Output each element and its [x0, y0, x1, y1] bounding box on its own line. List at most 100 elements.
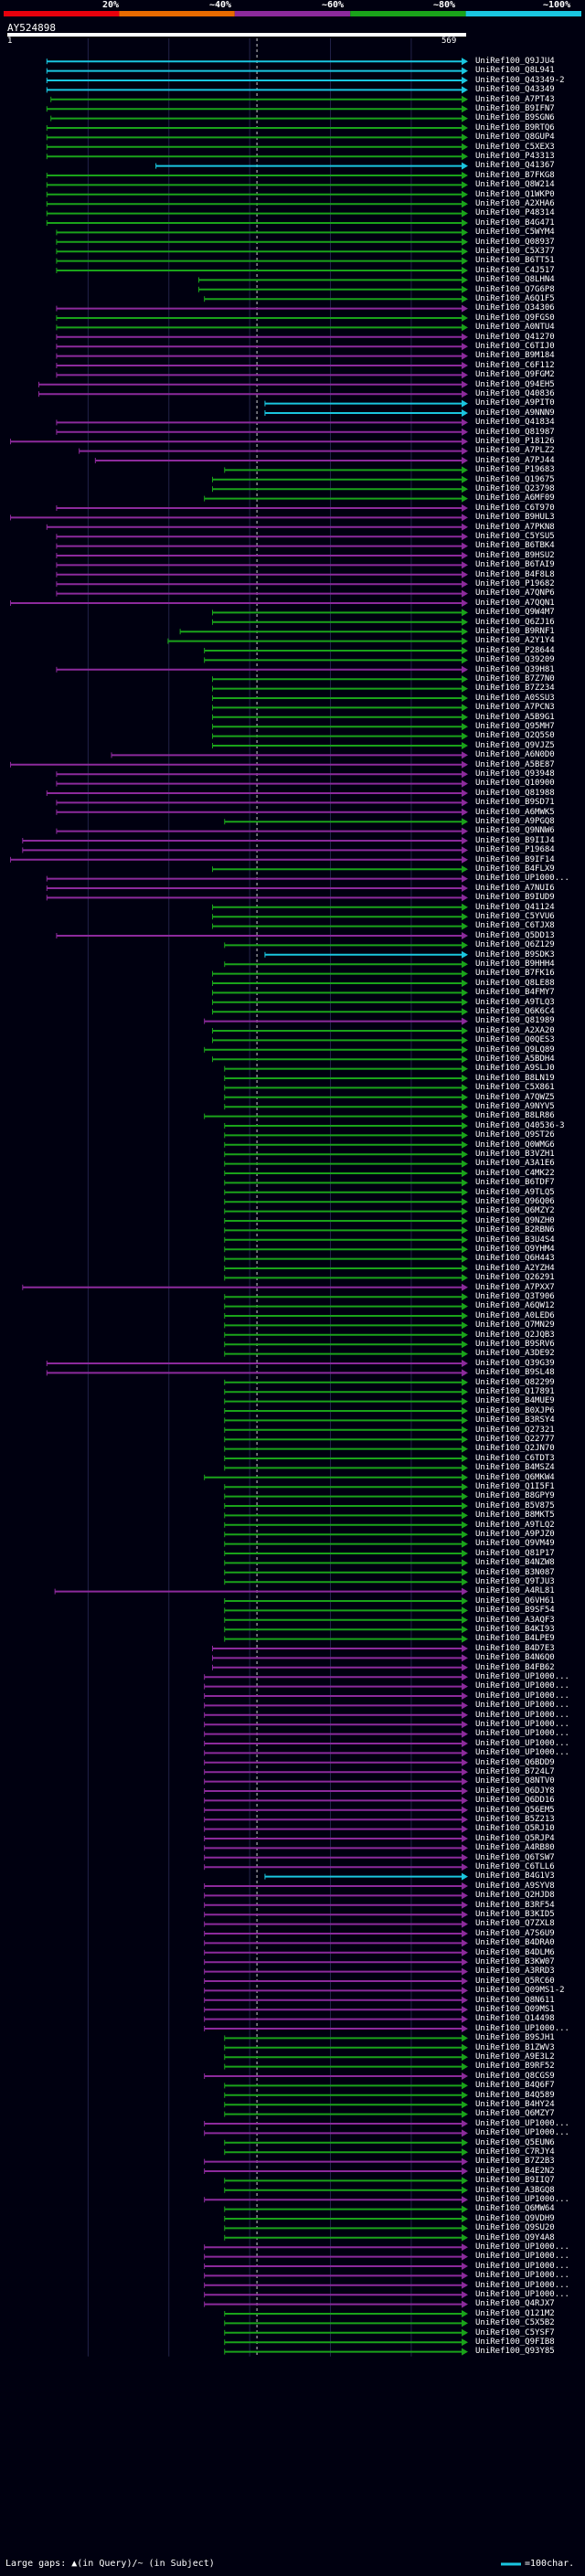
hit-label[interactable]: UniRef100_Q81987: [475, 427, 555, 437]
hit-label[interactable]: UniRef100_B4Q589: [475, 2090, 555, 2100]
hit-label[interactable]: UniRef100_B9IIJ4: [475, 835, 555, 845]
hit-label[interactable]: UniRef100_A9NNN9: [475, 408, 555, 418]
hit-label[interactable]: UniRef100_P19684: [475, 845, 555, 855]
hit-label[interactable]: UniRef100_Q3T906: [475, 1292, 555, 1301]
hit-label[interactable]: UniRef100_Q39H81: [475, 664, 555, 674]
hit-label[interactable]: UniRef100_Q2JQB3: [475, 1330, 555, 1340]
hit-label[interactable]: UniRef100_Q6MW64: [475, 2204, 555, 2214]
hit-label[interactable]: UniRef100_Q96Q06: [475, 1197, 555, 1206]
hit-label[interactable]: UniRef100_Q95MH7: [475, 722, 555, 731]
hit-label[interactable]: UniRef100_B9IIQ7: [475, 2176, 555, 2186]
hit-label[interactable]: UniRef100_Q2HJD8: [475, 1891, 555, 1901]
hit-label[interactable]: UniRef100_B9IFN7: [475, 104, 555, 113]
hit-label[interactable]: UniRef100_Q8NTV0: [475, 1776, 555, 1786]
hit-label[interactable]: UniRef100_Q8N611: [475, 1995, 555, 2005]
hit-label[interactable]: UniRef100_A3BGQ8: [475, 2185, 555, 2195]
hit-label[interactable]: UniRef100_UP1000...: [475, 2128, 569, 2138]
hit-label[interactable]: UniRef100_Q7MN29: [475, 1320, 555, 1330]
hit-label[interactable]: UniRef100_Q5RJ10: [475, 1824, 555, 1834]
hit-label[interactable]: UniRef100_Q9NNW6: [475, 826, 555, 836]
hit-label[interactable]: UniRef100_Q7ZXL8: [475, 1919, 555, 1929]
hit-label[interactable]: UniRef100_B1ZWV3: [475, 2042, 555, 2052]
hit-label[interactable]: UniRef100_Q8W214: [475, 180, 555, 190]
hit-label[interactable]: UniRef100_Q9NZH0: [475, 1215, 555, 1225]
hit-label[interactable]: UniRef100_Q43349: [475, 85, 555, 95]
hit-label[interactable]: UniRef100_Q9LQ89: [475, 1044, 555, 1055]
hit-label[interactable]: UniRef100_Q81988: [475, 788, 555, 798]
hit-label[interactable]: UniRef100_Q8L941: [475, 66, 555, 76]
hit-label[interactable]: UniRef100_C5X861: [475, 1083, 555, 1093]
hit-label[interactable]: UniRef100_Q17891: [475, 1387, 555, 1396]
hit-label[interactable]: UniRef100_B4LPE9: [475, 1634, 555, 1644]
hit-label[interactable]: UniRef100_Q43349-2: [475, 75, 565, 85]
hit-label[interactable]: UniRef100_Q8LHN4: [475, 275, 555, 285]
hit-label[interactable]: UniRef100_UP1000...: [475, 2195, 569, 2204]
hit-label[interactable]: UniRef100_Q94EH5: [475, 379, 555, 389]
hit-label[interactable]: UniRef100_Q9ST26: [475, 1130, 555, 1140]
hit-label[interactable]: UniRef100_A0SSU3: [475, 693, 555, 703]
hit-label[interactable]: UniRef100_A9PIT0: [475, 398, 555, 408]
hit-label[interactable]: UniRef100_UP1000...: [475, 1710, 569, 1720]
hit-label[interactable]: UniRef100_B3VZH1: [475, 1150, 555, 1159]
hit-label[interactable]: UniRef100_Q0QES3: [475, 1035, 555, 1045]
hit-label[interactable]: UniRef100_Q09MS1-2: [475, 1986, 565, 1996]
hit-label[interactable]: UniRef100_B4G471: [475, 217, 555, 228]
hit-label[interactable]: UniRef100_Q4RJX7: [475, 2299, 555, 2309]
hit-label[interactable]: UniRef100_A2YZH4: [475, 1263, 555, 1273]
hit-label[interactable]: UniRef100_A5BDH4: [475, 1055, 555, 1064]
hit-label[interactable]: UniRef100_B7FKG8: [475, 170, 555, 180]
hit-label[interactable]: UniRef100_C5X377: [475, 247, 555, 256]
hit-label[interactable]: UniRef100_A9TLQ5: [475, 1187, 555, 1197]
hit-label[interactable]: UniRef100_B5Z213: [475, 1815, 555, 1824]
hit-label[interactable]: UniRef100_P18126: [475, 437, 555, 446]
hit-label[interactable]: UniRef100_C6TDT3: [475, 1453, 555, 1463]
hit-label[interactable]: UniRef100_UP1000...: [475, 2118, 569, 2128]
hit-label[interactable]: UniRef100_B4Q6F7: [475, 2081, 555, 2091]
hit-label[interactable]: UniRef100_Q9VDH9: [475, 2213, 555, 2223]
hit-label[interactable]: UniRef100_B6TT51: [475, 256, 555, 266]
hit-label[interactable]: UniRef100_Q9FGS0: [475, 313, 555, 323]
hit-label[interactable]: UniRef100_A7QNP6: [475, 588, 555, 599]
hit-label[interactable]: UniRef100_A7QQN1: [475, 598, 555, 608]
hit-label[interactable]: UniRef100_A2Y1Y4: [475, 636, 555, 646]
hit-label[interactable]: UniRef100_Q93948: [475, 769, 555, 779]
hit-label[interactable]: UniRef100_Q9W4M7: [475, 608, 555, 618]
hit-label[interactable]: UniRef100_Q8LE88: [475, 978, 555, 988]
hit-label[interactable]: UniRef100_B8MKT5: [475, 1511, 555, 1521]
hit-label[interactable]: UniRef100_C5X5B2: [475, 2318, 555, 2328]
hit-label[interactable]: UniRef100_B4E2N2: [475, 2166, 555, 2176]
hit-label[interactable]: UniRef100_B6TAI9: [475, 560, 555, 570]
hit-label[interactable]: UniRef100_B7Z234: [475, 684, 555, 694]
hit-label[interactable]: UniRef100_Q1I5F1: [475, 1482, 555, 1491]
hit-label[interactable]: UniRef100_UP1000...: [475, 874, 569, 884]
hit-label[interactable]: UniRef100_B9IF14: [475, 854, 555, 864]
hit-label[interactable]: UniRef100_A2XHA6: [475, 199, 555, 208]
hit-label[interactable]: UniRef100_UP1000...: [475, 2242, 569, 2252]
hit-label[interactable]: UniRef100_UP1000...: [475, 1672, 569, 1681]
hit-label[interactable]: UniRef100_B4KI93: [475, 1625, 555, 1634]
hit-label[interactable]: UniRef100_Q9VJZ5: [475, 740, 555, 750]
hit-label[interactable]: UniRef100_UP1000...: [475, 1691, 569, 1701]
hit-label[interactable]: UniRef100_Q9TJU3: [475, 1577, 555, 1586]
hit-label[interactable]: UniRef100_C6F112: [475, 360, 555, 370]
hit-label[interactable]: UniRef100_B7FK16: [475, 969, 555, 979]
hit-label[interactable]: UniRef100_UP1000...: [475, 2261, 569, 2271]
hit-label[interactable]: UniRef100_UP1000...: [475, 2252, 569, 2262]
hit-label[interactable]: UniRef100_B9SD71: [475, 798, 555, 808]
hit-label[interactable]: UniRef100_B9RTQ6: [475, 122, 555, 133]
hit-label[interactable]: UniRef100_B0XJP6: [475, 1405, 555, 1415]
hit-label[interactable]: UniRef100_A5B9G1: [475, 712, 555, 722]
hit-label[interactable]: UniRef100_B4NZW8: [475, 1558, 555, 1568]
hit-label[interactable]: UniRef100_A7NUI6: [475, 883, 555, 893]
hit-label[interactable]: UniRef100_B9SF54: [475, 1606, 555, 1616]
hit-label[interactable]: UniRef100_B4FLX9: [475, 864, 555, 874]
hit-label[interactable]: UniRef100_C6TJX8: [475, 921, 555, 931]
hit-label[interactable]: UniRef100_Q8CGS9: [475, 2071, 555, 2081]
hit-label[interactable]: UniRef100_A2XA20: [475, 1025, 555, 1035]
hit-label[interactable]: UniRef100_B3KW07: [475, 1957, 555, 1966]
hit-label[interactable]: UniRef100_Q09MS1: [475, 2005, 555, 2014]
hit-label[interactable]: UniRef100_A7PCN3: [475, 703, 555, 713]
hit-label[interactable]: UniRef100_Q9VM49: [475, 1539, 555, 1549]
hit-label[interactable]: UniRef100_Q9FIB8: [475, 2337, 555, 2347]
hit-label[interactable]: UniRef100_Q41124: [475, 902, 555, 912]
